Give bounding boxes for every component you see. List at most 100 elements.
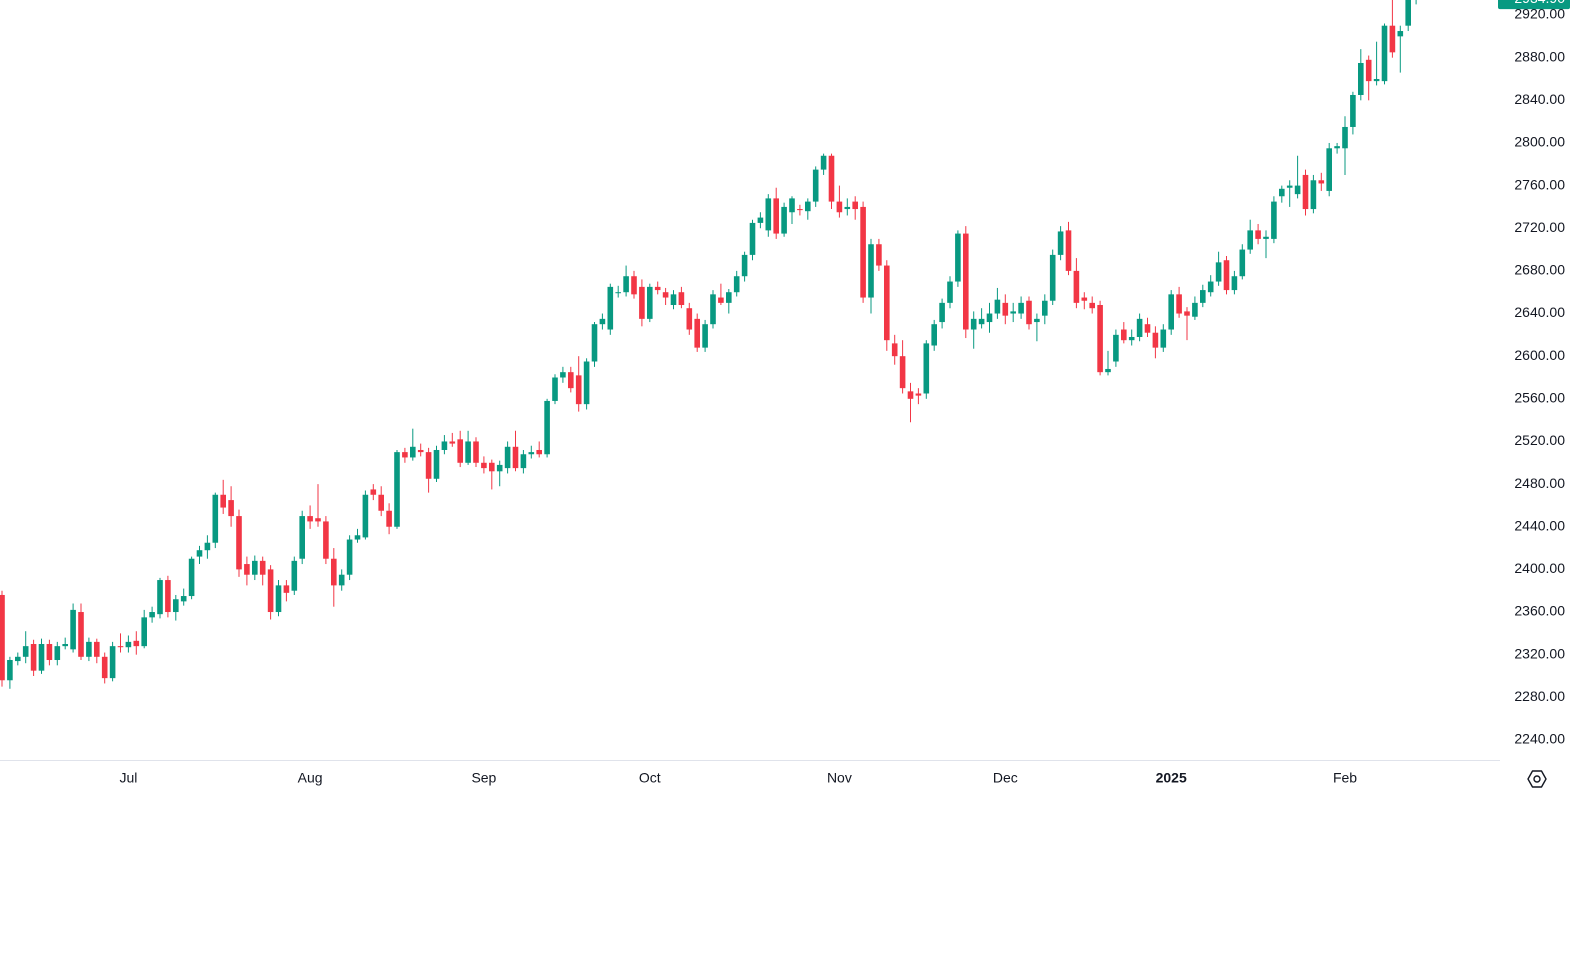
y-tick-label: 2640.00 — [1514, 304, 1565, 320]
candle-body — [607, 286, 614, 330]
x-tick-label: Jul — [119, 770, 137, 786]
candle-body — [1097, 305, 1103, 373]
x-tick-label: Nov — [827, 770, 852, 786]
candle-body — [54, 646, 61, 661]
last-price-tag — [1498, 0, 1570, 10]
candle-body — [528, 452, 535, 455]
candle-body — [552, 377, 558, 401]
y-tick-label: 2240.00 — [1514, 731, 1565, 747]
candle-body — [1405, 0, 1411, 26]
y-tick-label: 2520.00 — [1514, 432, 1565, 448]
candle-body — [1057, 231, 1064, 255]
candle-body — [994, 299, 1001, 314]
candle-body — [1073, 270, 1080, 303]
candle-body — [599, 318, 606, 325]
candle-body — [907, 391, 914, 399]
candle-body — [1113, 334, 1119, 362]
candle-body — [1042, 300, 1048, 316]
candle-body — [891, 343, 898, 357]
candle-body — [931, 324, 937, 346]
candle-body — [283, 585, 290, 593]
candle-body — [868, 244, 874, 298]
candle-body — [986, 313, 993, 323]
candle-body — [117, 646, 124, 648]
y-tick-label: 2840.00 — [1514, 91, 1565, 107]
y-tick-label: 2560.00 — [1514, 390, 1565, 406]
candle-body — [1350, 94, 1356, 127]
candle-body — [568, 372, 574, 389]
candle-body — [338, 574, 345, 586]
candle-body — [1026, 300, 1032, 325]
candle-body — [1176, 294, 1182, 314]
candle-body — [473, 441, 479, 463]
candle-body — [323, 521, 329, 559]
candle-body — [38, 644, 45, 671]
settings-button[interactable] — [1527, 770, 1547, 788]
candle-body — [1326, 148, 1332, 191]
candle-body — [1381, 25, 1388, 82]
candle-body — [275, 585, 282, 613]
candle-body — [196, 550, 203, 557]
candle-body — [362, 494, 369, 538]
candle-body — [1223, 260, 1230, 291]
candle-body — [1192, 302, 1198, 317]
candle-body — [1034, 318, 1040, 323]
candle-body — [678, 292, 685, 306]
candle-body — [615, 292, 621, 294]
y-tick-label: 2600.00 — [1514, 347, 1565, 363]
candle-body — [315, 518, 321, 522]
x-tick-label: Aug — [298, 770, 323, 786]
candle-body — [496, 464, 503, 472]
candle-body — [244, 564, 250, 575]
candle-body — [1279, 188, 1285, 197]
candle-body — [1373, 78, 1380, 82]
candle-body — [789, 198, 795, 213]
candle-body — [686, 308, 693, 330]
candle-body — [702, 324, 708, 348]
candle-body — [346, 539, 353, 575]
candle-body — [1018, 302, 1024, 314]
candle-body — [536, 449, 542, 455]
candle-body — [631, 276, 637, 295]
candle-body — [623, 276, 629, 293]
candle-body — [228, 500, 234, 517]
candle-body — [386, 510, 392, 527]
candle-body — [1160, 329, 1167, 348]
candle-body — [820, 155, 827, 170]
candle-body — [781, 206, 787, 234]
candle-body — [149, 612, 155, 618]
candle-body — [299, 516, 305, 559]
candle-body — [173, 599, 179, 613]
candle-body — [133, 640, 140, 647]
candle-body — [141, 617, 147, 647]
candle-body — [828, 155, 835, 202]
candle-body — [1049, 254, 1056, 301]
candle-body — [1207, 281, 1214, 293]
candle-body — [70, 609, 76, 650]
candle-body — [1002, 302, 1009, 316]
candle-body — [22, 646, 29, 657]
candle-body — [710, 294, 716, 325]
candle-body — [947, 281, 953, 303]
candle-body — [836, 201, 843, 213]
candle-body — [726, 292, 732, 303]
candle-body — [1105, 368, 1111, 373]
x-tick-label: Dec — [993, 770, 1018, 786]
candle-body — [1215, 262, 1222, 282]
candle-body — [433, 449, 440, 479]
candle-body — [647, 286, 653, 319]
candle-body — [378, 494, 384, 511]
candle-body — [489, 462, 495, 472]
candle-body — [109, 646, 116, 679]
candle-body — [1389, 25, 1396, 53]
candle-body — [963, 233, 969, 330]
candle-body — [1089, 302, 1095, 309]
y-tick-label: 2440.00 — [1514, 517, 1565, 533]
candle-body — [30, 644, 37, 671]
candle-body — [520, 454, 527, 469]
candle-body — [1255, 230, 1261, 239]
candle-body — [915, 393, 922, 396]
candle-body — [1081, 297, 1088, 301]
